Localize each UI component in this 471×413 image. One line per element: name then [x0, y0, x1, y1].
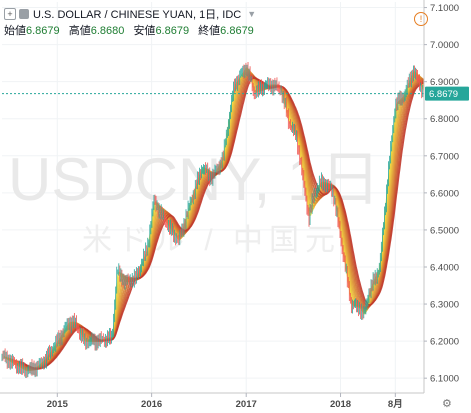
open-label: 始値: [4, 25, 26, 37]
price-axis[interactable]: 7.1000 7.0000 6.9000 6.8000 6.7000 6.6000 6.50…: [423, 0, 471, 393]
close-value: 6.8679: [220, 25, 254, 37]
collapse-toggle-icon[interactable]: +: [4, 8, 16, 20]
price-axis-background: [424, 0, 471, 393]
visibility-toggle-icon[interactable]: [19, 9, 29, 19]
ma-ribbon-line: [5, 68, 425, 372]
price-badge-background: [425, 86, 469, 101]
price-tick-label: 6.6000: [430, 188, 459, 199]
price-tick-label: 6.5000: [430, 225, 459, 236]
chart-legend: + U.S. DOLLAR / CHINESE YUAN, 1日, IDC ▼ …: [4, 6, 260, 38]
ohlc-row: 始値6.8679 高値6.8680 安値6.8679 終値6.8679: [4, 22, 260, 38]
price-tick-label: 6.9000: [430, 77, 459, 88]
time-tick-label: 2018: [330, 399, 351, 410]
close-label: 終値: [198, 25, 221, 37]
time-tick-label: 2017: [236, 399, 257, 410]
low-label: 安値: [133, 25, 156, 37]
watermark-sub: 米ドル / 中国元: [82, 224, 341, 257]
price-tick-label: 6.4000: [430, 262, 459, 273]
settings-corner[interactable]: ⚙: [424, 393, 471, 413]
time-tick-label: 8月: [388, 399, 403, 410]
low-value: 6.8679: [155, 25, 190, 37]
price-tick-label: 6.7000: [430, 151, 459, 162]
high-value: 6.8680: [90, 25, 125, 37]
price-badge: 6.8679: [425, 86, 469, 101]
price-badge-text: 6.8679: [429, 89, 458, 100]
price-candles: [1, 62, 425, 378]
chevron-down-icon[interactable]: ▼: [247, 9, 257, 19]
settings-icon[interactable]: ⚙: [442, 398, 452, 410]
price-tick-label: 6.2000: [430, 337, 459, 348]
ma-ribbon-line: [22, 77, 424, 370]
symbol-title[interactable]: U.S. DOLLAR / CHINESE YUAN, 1日, IDC: [33, 9, 242, 21]
price-tick-label: 7.0000: [430, 40, 459, 51]
alert-icon[interactable]: !: [414, 12, 428, 26]
time-axis[interactable]: 2015 2016 2017 2018 8月: [0, 392, 424, 410]
time-tick-label: 2015: [47, 399, 69, 410]
high-label: 高値: [68, 25, 91, 37]
price-tick-label: 6.3000: [430, 300, 459, 311]
open-value: 6.8679: [26, 25, 60, 37]
ma-ribbon-line: [13, 72, 425, 371]
price-tick-label: 6.1000: [430, 374, 459, 385]
grid-lines: [2, 2, 424, 393]
price-tick-label: 7.1000: [430, 3, 459, 14]
price-tick-label: 6.8000: [430, 114, 459, 125]
legend-symbol-row: + U.S. DOLLAR / CHINESE YUAN, 1日, IDC ▼: [4, 6, 260, 22]
ma-ribbon-line: [18, 74, 424, 370]
time-tick-label: 2016: [141, 399, 162, 410]
